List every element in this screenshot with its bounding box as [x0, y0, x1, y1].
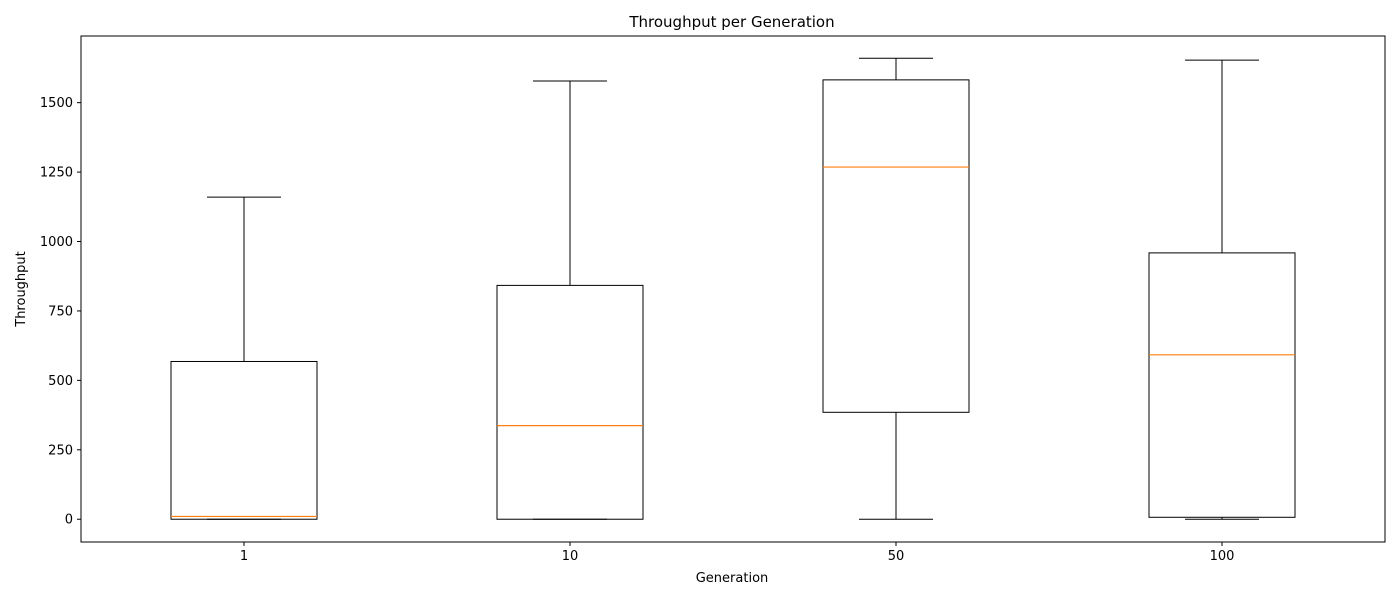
box-iqr	[822, 79, 970, 413]
y-tick-label: 0	[65, 513, 73, 528]
plot-frame	[80, 35, 1386, 543]
chart-title: Throughput per Generation	[628, 13, 834, 31]
y-tick-label: 1250	[40, 166, 73, 181]
box-iqr	[496, 284, 644, 520]
y-tick-label: 1500	[40, 96, 73, 111]
plot-area: 0 250 500 750 1000 1250 1500 1 10 50 100	[40, 35, 1386, 564]
box-iqr	[1148, 252, 1296, 518]
x-tick-label: 10	[562, 549, 579, 564]
x-axis-label: Generation	[696, 571, 769, 586]
y-axis-label: Throughput	[14, 251, 29, 328]
y-tick-label: 500	[48, 374, 73, 389]
x-tick-label: 50	[888, 549, 905, 564]
y-tick-label: 1000	[40, 235, 73, 250]
y-tick-label: 250	[48, 443, 73, 458]
y-tick-label: 750	[48, 304, 73, 319]
box-iqr	[170, 360, 318, 520]
x-tick-label: 1	[240, 549, 248, 564]
x-tick-label: 100	[1210, 549, 1235, 564]
